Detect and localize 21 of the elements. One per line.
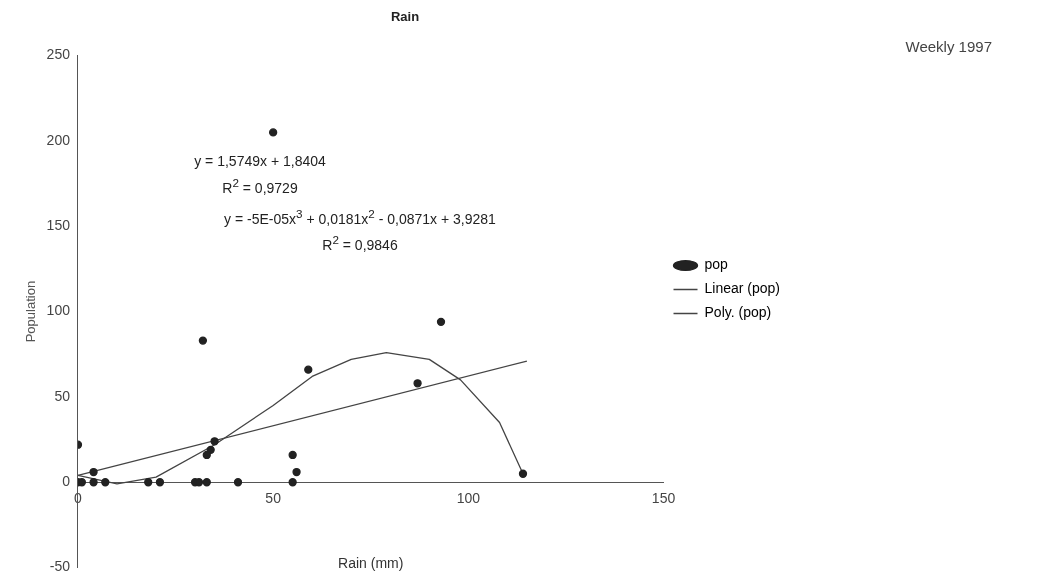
annotation: y = -5E-05x$^{3}$ + 0,0181x$^{2}$ - 0,0871x + 3,9281 bbox=[223, 205, 497, 229]
y-tick-label: 250 bbox=[46, 46, 71, 63]
y-tick-label: 50 bbox=[54, 387, 71, 404]
x-tick-label: 100 bbox=[456, 489, 481, 506]
text: Weekly 1997 bbox=[905, 38, 992, 55]
legend-label: pop bbox=[704, 256, 729, 273]
annotation: R$^{2}$ = 0,9846 bbox=[321, 232, 399, 255]
y-tick-label: -50 bbox=[49, 558, 71, 575]
x-axis-title: Rain (mm) bbox=[338, 554, 404, 571]
y-tick-label: 150 bbox=[46, 217, 71, 234]
annotation: y = 1,5749x + 1,8404 bbox=[193, 152, 327, 171]
x-tick-label: 150 bbox=[651, 489, 676, 506]
annotation: R$^{2}$ = 0,9729 bbox=[221, 175, 299, 198]
legend-label: Linear (pop) bbox=[704, 280, 781, 297]
chart-title: Rain bbox=[390, 9, 420, 25]
y-tick-label: 100 bbox=[46, 302, 71, 319]
y-axis-title: Population bbox=[23, 280, 39, 343]
y-tick-label: 200 bbox=[46, 131, 71, 148]
y-tick-label: 0 bbox=[62, 473, 71, 490]
x-tick-label: 50 bbox=[265, 489, 282, 506]
legend-label: Poly. (pop) bbox=[704, 304, 772, 321]
